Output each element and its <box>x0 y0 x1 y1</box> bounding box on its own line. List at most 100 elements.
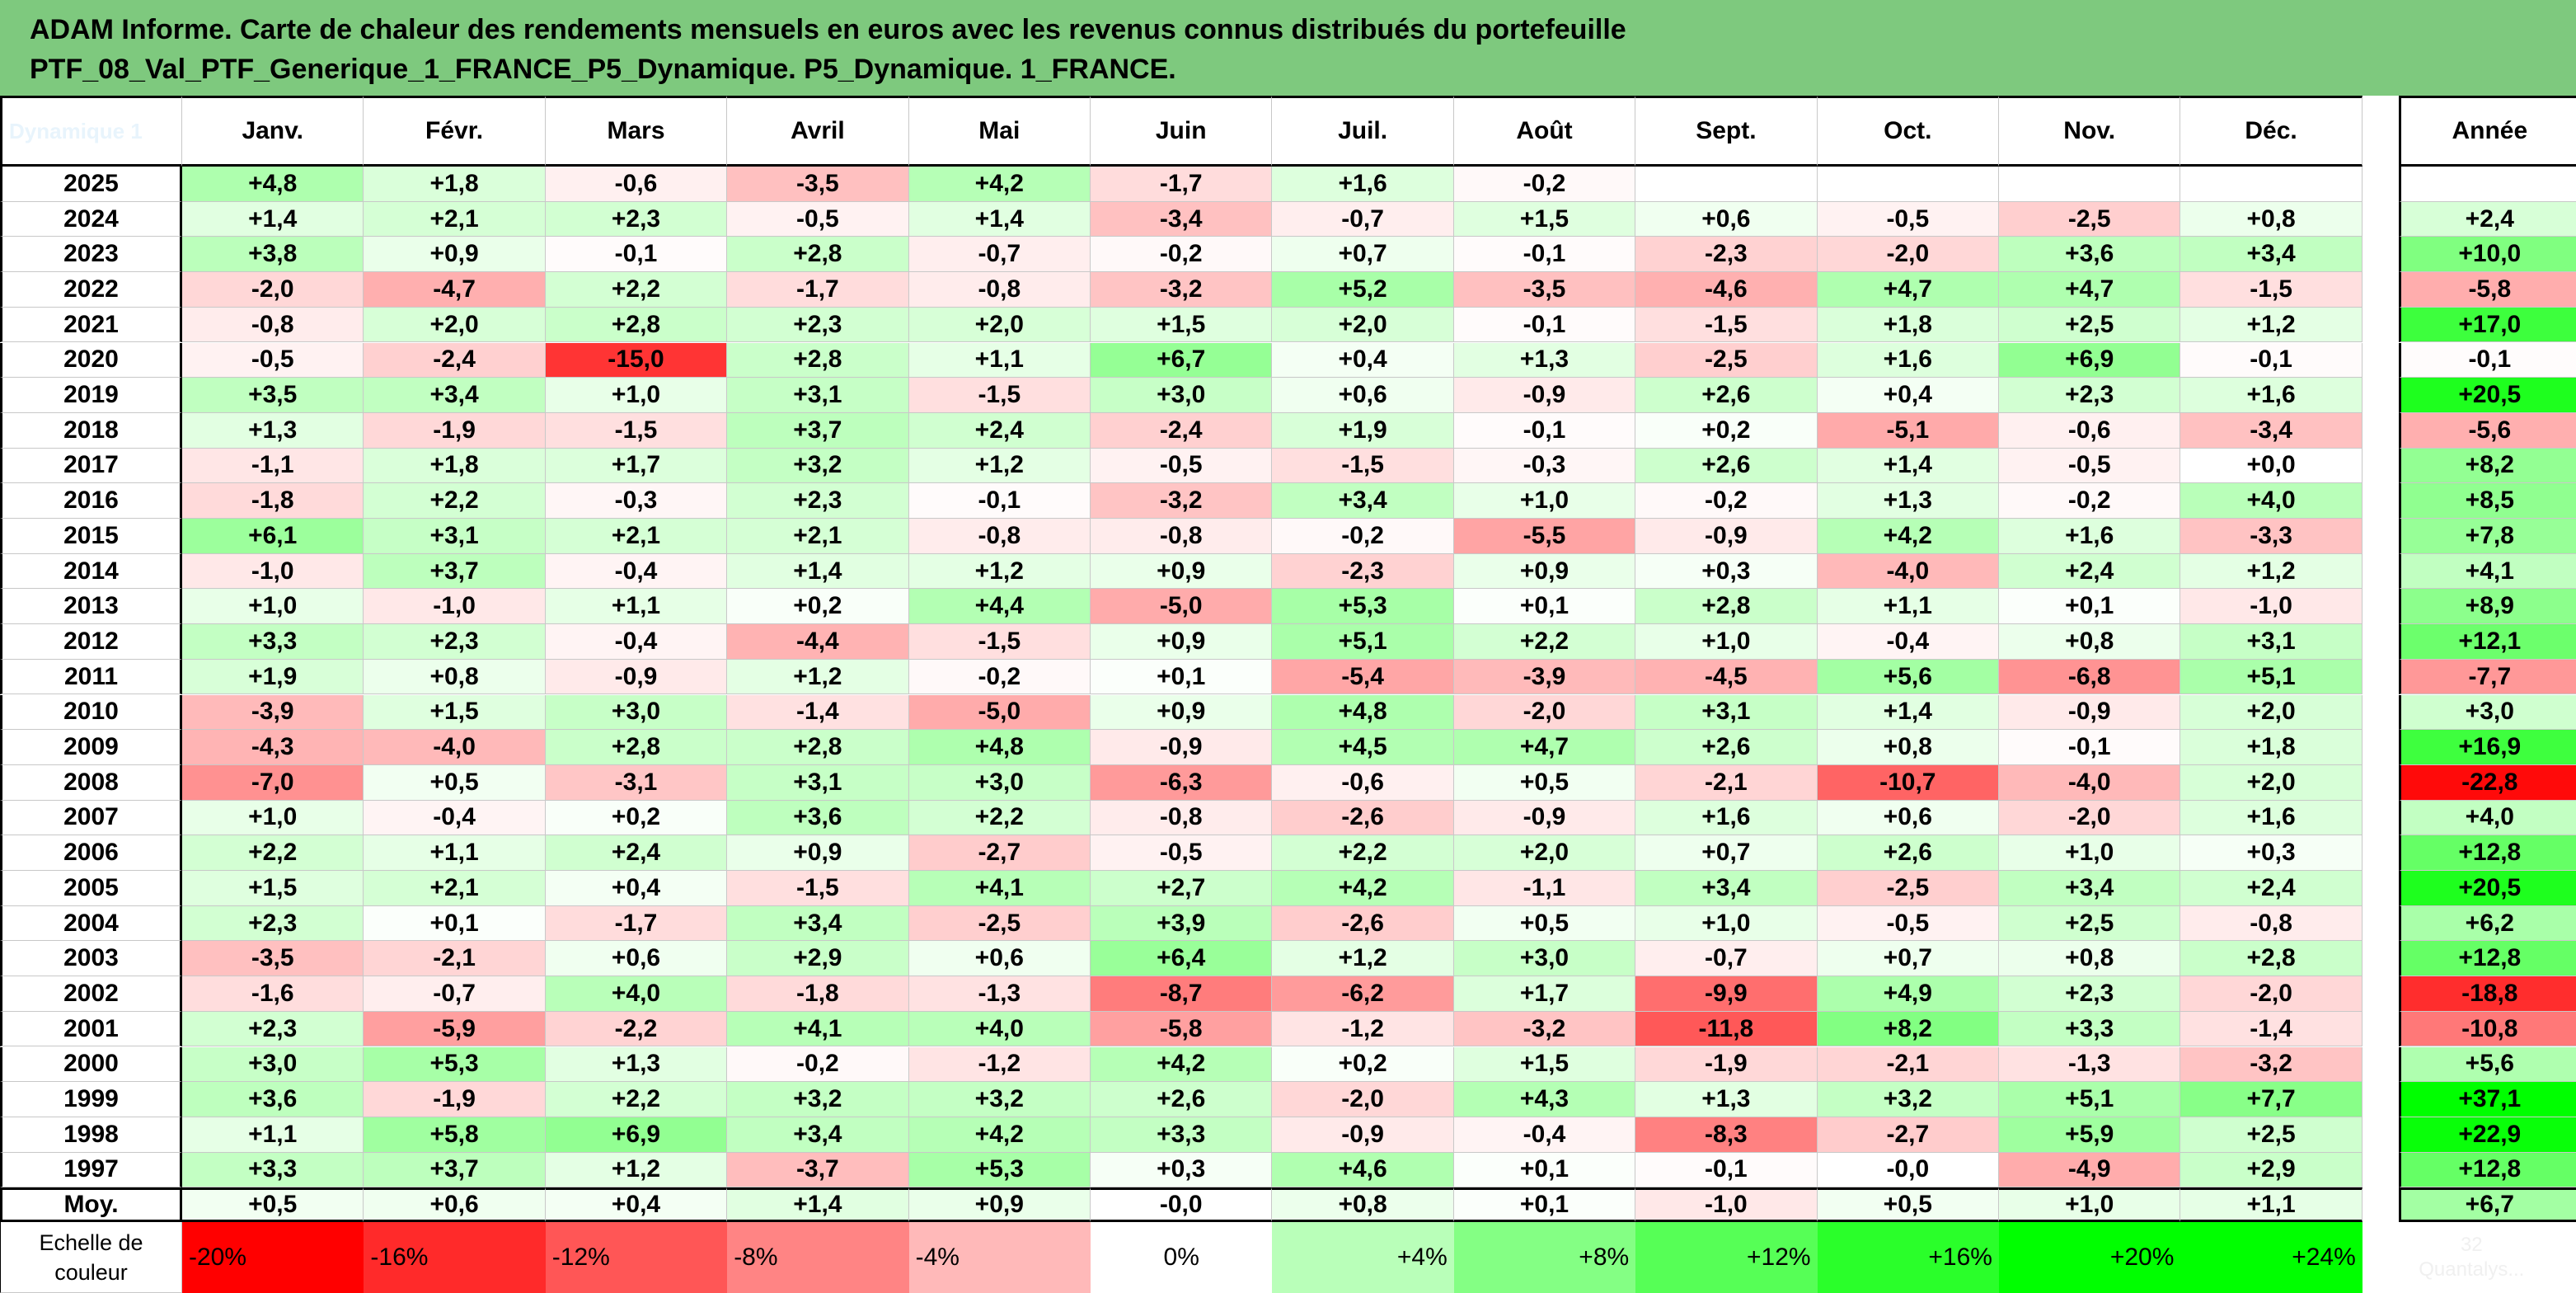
heatmap-cell: +3,0 <box>1091 378 1273 413</box>
year-label: 2002 <box>0 976 182 1012</box>
heatmap-cell: -4,3 <box>182 730 364 765</box>
heatmap-cell: -1,5 <box>908 378 1091 413</box>
heatmap-cell: +1,8 <box>364 167 546 202</box>
year-label: 2000 <box>0 1046 182 1083</box>
heatmap-cell: +1,9 <box>182 659 364 695</box>
heatmap-cell: -4,0 <box>364 730 546 765</box>
color-scale-stop: -20% <box>182 1222 364 1293</box>
heatmap-cell: +2,0 <box>1453 835 1636 871</box>
month-header-10: Oct. <box>1817 96 1999 167</box>
heatmap-cell: -0,4 <box>545 553 728 590</box>
year-label: 2021 <box>0 307 182 343</box>
month-header-6: Juin <box>1091 96 1273 167</box>
heatmap-cell: +2,6 <box>1091 1082 1273 1117</box>
heatmap-cell: +1,5 <box>1453 201 1636 237</box>
heatmap-cell: +3,0 <box>545 694 728 731</box>
heatmap-cell: +0,6 <box>1817 800 1999 836</box>
title-line-1: ADAM Informe. Carte de chaleur des rende… <box>30 14 1626 45</box>
heatmap-cell: +0,2 <box>1635 412 1818 449</box>
heatmap-cell: -3,1 <box>545 764 728 801</box>
average-cell: +1,4 <box>727 1187 909 1223</box>
heatmap-cell: +3,0 <box>182 1046 364 1083</box>
heatmap-cell: +1,4 <box>1817 694 1999 731</box>
heatmap-cell: +0,9 <box>1091 694 1273 731</box>
heatmap-cell: +3,1 <box>364 519 546 554</box>
annual-cell: +12,8 <box>2398 1152 2576 1188</box>
heatmap-cell: -7,0 <box>182 764 364 801</box>
heatmap-cell: +0,7 <box>1817 941 1999 977</box>
heatmap-cell: -0,1 <box>2180 342 2363 378</box>
heatmap-cell: +3,0 <box>1453 941 1636 977</box>
heatmap-cell: -0,9 <box>1635 519 1818 554</box>
heatmap-cell: +3,4 <box>1272 483 1454 519</box>
heatmap-cell: +3,5 <box>182 378 364 413</box>
heatmap-cell: -1,5 <box>908 624 1091 660</box>
heatmap-cell: -0,1 <box>1999 730 2181 765</box>
color-scale-extra-line-1: 32 <box>2460 1234 2483 1257</box>
heatmap-cell: +2,0 <box>1272 307 1454 343</box>
color-scale-label-line-2: couleur <box>54 1259 128 1285</box>
heatmap-cell: +1,6 <box>2180 800 2363 836</box>
heatmap-cell: -0,7 <box>364 976 546 1012</box>
heatmap-cell: +1,0 <box>545 378 728 413</box>
year-label: 2013 <box>0 589 182 625</box>
heatmap-cell: +0,8 <box>1817 730 1999 765</box>
annual-cell: -18,8 <box>2398 976 2576 1012</box>
heatmap-cell: -0,2 <box>1635 483 1818 519</box>
heatmap-cell: +5,8 <box>364 1117 546 1153</box>
heatmap-cell: -1,8 <box>182 483 364 519</box>
heatmap-cell: -6,8 <box>1999 659 2181 695</box>
heatmap-cell: +0,7 <box>1272 237 1454 273</box>
heatmap-cell: +0,1 <box>364 905 546 942</box>
heatmap-cell: +5,3 <box>364 1046 546 1083</box>
heatmap-cell: -4,7 <box>364 272 546 308</box>
heatmap-cell: -2,0 <box>1272 1082 1454 1117</box>
heatmap-cell: -0,8 <box>2180 905 2363 942</box>
average-cell: +0,6 <box>364 1187 546 1223</box>
heatmap-cell: +1,3 <box>545 1046 728 1083</box>
color-scale-stop: +20% <box>1999 1222 2181 1293</box>
color-scale-stop: -12% <box>545 1222 728 1293</box>
heatmap-cell: +2,3 <box>545 201 728 237</box>
heatmap-cell: +1,1 <box>545 589 728 625</box>
heatmap-cell: +1,4 <box>908 201 1091 237</box>
heatmap-cell: +0,6 <box>545 941 728 977</box>
heatmap-cell: +1,4 <box>1817 448 1999 484</box>
year-label: 2009 <box>0 730 182 765</box>
heatmap-cell: +1,4 <box>182 201 364 237</box>
heatmap-cell <box>1999 167 2181 202</box>
heatmap-cell: -0,1 <box>1453 412 1636 449</box>
annual-header: Année <box>2398 96 2576 167</box>
heatmap-cell: +2,0 <box>364 307 546 343</box>
heatmap-cell: -0,1 <box>908 483 1091 519</box>
heatmap-cell: +0,8 <box>2180 201 2363 237</box>
heatmap-cell: +1,5 <box>1453 1046 1636 1083</box>
heatmap-cell: -0,1 <box>1635 1152 1818 1188</box>
heatmap-cell: -2,7 <box>1817 1117 1999 1153</box>
heatmap-cell: +0,1 <box>1453 1152 1636 1188</box>
heatmap-cell: -0,3 <box>1453 448 1636 484</box>
average-annual-cell: +6,7 <box>2398 1187 2576 1223</box>
heatmap-cell: +0,3 <box>1091 1152 1273 1188</box>
heatmap-cell: +2,3 <box>1999 976 2181 1012</box>
heatmap-cell: +0,4 <box>1817 378 1999 413</box>
heatmap-cell: -4,9 <box>1999 1152 2181 1188</box>
year-label: 2023 <box>0 237 182 273</box>
annual-cell: -0,1 <box>2398 342 2576 378</box>
heatmap-cell: -1,2 <box>908 1046 1091 1083</box>
heatmap-cell: -0,9 <box>545 659 728 695</box>
heatmap-cell: -2,5 <box>1999 201 2181 237</box>
heatmap-cell: +2,2 <box>364 483 546 519</box>
heatmap-cell: +4,7 <box>1453 730 1636 765</box>
heatmap-cell: -1,3 <box>1999 1046 2181 1083</box>
heatmap-cell: -1,8 <box>727 976 909 1012</box>
heatmap-cell <box>1817 167 1999 202</box>
heatmap-cell: +5,1 <box>1999 1082 2181 1117</box>
month-header-8: Août <box>1453 96 1636 167</box>
annual-cell: -5,6 <box>2398 412 2576 449</box>
heatmap-cell: +3,1 <box>727 378 909 413</box>
heatmap-cell: -0,9 <box>1453 800 1636 836</box>
heatmap-cell: -0,4 <box>1453 1117 1636 1153</box>
heatmap-cell: +4,1 <box>908 871 1091 906</box>
heatmap-cell: -0,6 <box>545 167 728 202</box>
